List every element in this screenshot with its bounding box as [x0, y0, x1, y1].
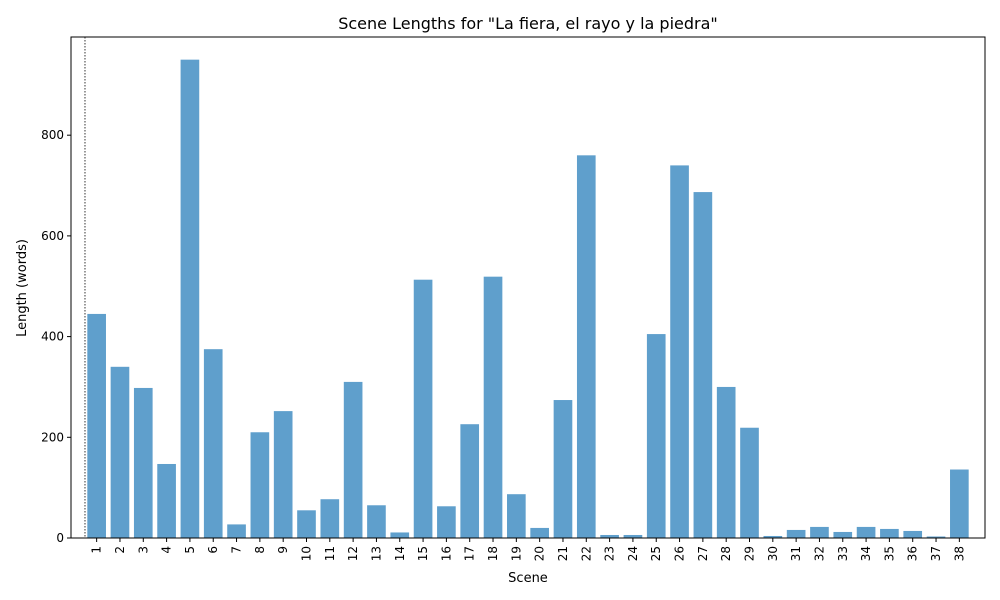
x-tick-label-31: 31: [789, 546, 803, 561]
bar-scene-31: [786, 529, 806, 538]
x-tick-label-36: 36: [906, 546, 920, 561]
y-axis-label: Length (words): [15, 239, 30, 337]
bar-scene-5: [180, 59, 200, 538]
bar-scene-12: [343, 381, 363, 538]
x-tick-label-15: 15: [416, 546, 430, 561]
bar-scene-27: [693, 192, 713, 538]
x-tick-label-34: 34: [859, 546, 873, 561]
y-tick-label-200: 200: [41, 430, 64, 444]
bar-scene-1: [87, 313, 106, 538]
bars: [87, 59, 969, 539]
x-tick-label-29: 29: [743, 546, 757, 561]
x-tick-label-21: 21: [556, 546, 570, 561]
x-tick-label-38: 38: [952, 546, 966, 561]
bar-scene-15: [413, 279, 433, 538]
bar-scene-32: [810, 526, 829, 538]
x-tick-label-9: 9: [276, 546, 290, 554]
bar-scene-4: [157, 463, 176, 538]
x-tick-label-3: 3: [136, 546, 150, 554]
x-tick-label-32: 32: [812, 546, 826, 561]
bar-scene-11: [320, 499, 340, 538]
x-tick-label-18: 18: [486, 546, 500, 561]
x-axis-label: Scene: [508, 571, 548, 586]
bar-scene-7: [227, 524, 246, 538]
bar-scene-25: [646, 334, 666, 538]
bar-scene-6: [203, 349, 223, 538]
bar-scene-17: [460, 424, 480, 538]
x-tick-label-23: 23: [603, 546, 617, 561]
x-tick-label-22: 22: [579, 546, 593, 561]
bar-scene-13: [367, 505, 386, 538]
x-tick-label-6: 6: [206, 546, 220, 554]
bar-scene-19: [507, 494, 526, 538]
x-tick-label-24: 24: [626, 546, 640, 561]
x-tick-label-26: 26: [673, 546, 687, 561]
bar-scene-9: [273, 411, 293, 538]
y-tick-label-400: 400: [41, 330, 64, 344]
bar-scene-24: [623, 534, 643, 538]
bar-scene-34: [856, 526, 876, 538]
x-tick-label-25: 25: [649, 546, 663, 561]
bar-scene-10: [297, 510, 316, 538]
bar-scene-28: [716, 386, 736, 538]
bar-scene-38: [950, 469, 969, 538]
x-tick-label-30: 30: [766, 546, 780, 561]
x-tick-label-11: 11: [323, 546, 337, 561]
y-tick-label-800: 800: [41, 128, 64, 142]
x-tick-label-12: 12: [346, 546, 360, 561]
bar-scene-35: [880, 528, 899, 538]
x-tick-label-13: 13: [369, 546, 383, 561]
x-tick-label-10: 10: [299, 546, 313, 561]
bar-scene-16: [437, 506, 456, 538]
bar-scene-8: [250, 432, 270, 538]
x-tick-label-35: 35: [882, 546, 896, 561]
x-tick-label-33: 33: [836, 546, 850, 561]
bar-scene-26: [670, 165, 689, 539]
y-tick-label-0: 0: [56, 531, 64, 545]
x-tick-label-4: 4: [160, 546, 174, 554]
x-tick-label-17: 17: [463, 546, 477, 561]
y-tick-label-600: 600: [41, 229, 64, 243]
bar-scene-30: [763, 535, 783, 538]
bar-scene-23: [600, 534, 619, 538]
x-tick-label-28: 28: [719, 546, 733, 561]
x-tick-label-27: 27: [696, 546, 710, 561]
x-tick-label-37: 37: [929, 546, 943, 561]
x-tick-label-8: 8: [253, 546, 267, 554]
y-axis: 0 200 400 600 800: [41, 128, 71, 545]
x-tick-label-7: 7: [230, 546, 244, 554]
x-tick-label-19: 19: [509, 546, 523, 561]
bar-scene-21: [553, 400, 573, 538]
bar-scene-29: [740, 427, 759, 538]
bar-scene-37: [926, 536, 946, 538]
bar-scene-18: [483, 276, 503, 538]
x-tick-label-5: 5: [183, 546, 197, 554]
plot-frame: [70, 36, 986, 539]
x-tick-label-2: 2: [113, 546, 127, 554]
x-tick-label-14: 14: [393, 546, 407, 561]
bar-scene-36: [903, 530, 923, 538]
bar-scene-3: [133, 387, 153, 538]
bar-scene-33: [833, 531, 853, 538]
x-tick-label-1: 1: [90, 546, 104, 554]
bar-scene-20: [530, 527, 549, 538]
x-tick-label-16: 16: [439, 546, 453, 561]
chart-title: Scene Lengths for "La fiera, el rayo y l…: [338, 14, 718, 33]
bar-scene-14: [390, 532, 410, 538]
x-tick-label-20: 20: [533, 546, 547, 561]
bar-scene-2: [110, 366, 130, 538]
bar-scene-22: [576, 155, 596, 538]
x-axis: 1 2 3 4 5 6 7 8 9 10 11 12 13 14 15 16 17 18 19 20 21 22 23 24 2…: [90, 538, 966, 561]
